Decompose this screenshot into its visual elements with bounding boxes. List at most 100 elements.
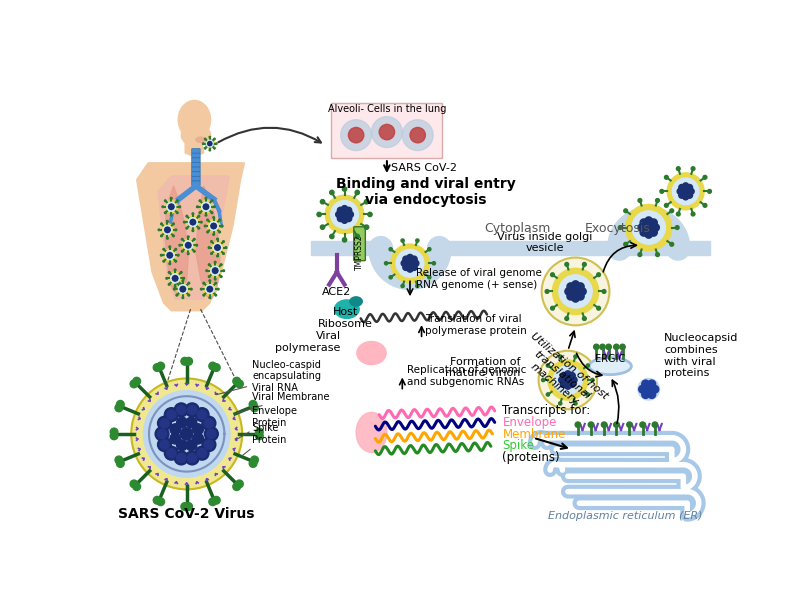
Circle shape (198, 227, 200, 229)
Text: Exocytosis: Exocytosis (585, 222, 651, 235)
Circle shape (411, 256, 417, 262)
Circle shape (174, 277, 176, 280)
Circle shape (558, 377, 565, 383)
Circle shape (640, 422, 646, 427)
Circle shape (175, 260, 177, 262)
Circle shape (235, 480, 243, 488)
Circle shape (130, 380, 138, 388)
Circle shape (559, 275, 592, 308)
Circle shape (233, 377, 241, 385)
Circle shape (110, 428, 118, 436)
Text: TMPRSS2: TMPRSS2 (354, 235, 364, 270)
Circle shape (186, 215, 188, 217)
Circle shape (213, 268, 215, 271)
Circle shape (182, 250, 183, 252)
Circle shape (250, 460, 257, 467)
Circle shape (569, 381, 575, 388)
Circle shape (406, 260, 414, 267)
Circle shape (210, 288, 213, 290)
Circle shape (572, 295, 579, 302)
Circle shape (166, 231, 169, 233)
Circle shape (198, 215, 200, 217)
Circle shape (209, 265, 222, 277)
Circle shape (166, 229, 169, 231)
Circle shape (560, 381, 567, 388)
Circle shape (115, 404, 122, 412)
Circle shape (194, 221, 196, 223)
Circle shape (320, 225, 325, 229)
Circle shape (196, 244, 198, 246)
Circle shape (614, 344, 619, 350)
Circle shape (198, 449, 206, 458)
Circle shape (172, 207, 174, 209)
Circle shape (565, 383, 571, 389)
Circle shape (204, 440, 214, 449)
Circle shape (218, 247, 220, 248)
Circle shape (215, 268, 218, 271)
Circle shape (183, 221, 185, 223)
Circle shape (346, 207, 352, 214)
Circle shape (197, 206, 198, 208)
Circle shape (546, 393, 550, 396)
Circle shape (165, 229, 166, 231)
Circle shape (177, 440, 187, 451)
Circle shape (181, 289, 182, 292)
Circle shape (220, 264, 222, 265)
Circle shape (676, 212, 680, 216)
Circle shape (180, 272, 182, 273)
Circle shape (564, 376, 571, 383)
Circle shape (167, 202, 176, 211)
Circle shape (640, 219, 647, 226)
Circle shape (168, 227, 170, 230)
Circle shape (157, 362, 165, 370)
Circle shape (214, 268, 216, 270)
Circle shape (691, 212, 695, 216)
Circle shape (199, 200, 201, 202)
Circle shape (177, 405, 186, 415)
FancyBboxPatch shape (192, 163, 200, 167)
Circle shape (210, 241, 212, 242)
Polygon shape (196, 186, 220, 299)
Text: Envelope: Envelope (502, 416, 557, 429)
Circle shape (133, 483, 141, 490)
FancyBboxPatch shape (354, 227, 366, 260)
Circle shape (205, 206, 207, 208)
Circle shape (638, 253, 642, 257)
Circle shape (208, 264, 210, 265)
Text: Alveoli- Cells in the lung: Alveoli- Cells in the lung (328, 104, 446, 114)
Circle shape (130, 480, 138, 488)
Circle shape (215, 295, 217, 296)
Circle shape (665, 175, 668, 179)
Circle shape (217, 255, 218, 257)
Circle shape (169, 205, 171, 206)
Circle shape (166, 238, 168, 239)
Circle shape (219, 231, 221, 233)
Circle shape (207, 231, 209, 233)
Circle shape (396, 250, 424, 277)
Circle shape (186, 216, 199, 229)
Circle shape (682, 183, 689, 189)
Circle shape (168, 272, 170, 273)
Circle shape (163, 248, 165, 250)
Circle shape (161, 223, 162, 224)
Circle shape (205, 214, 206, 216)
Circle shape (201, 221, 202, 223)
Circle shape (218, 245, 220, 247)
Circle shape (186, 243, 188, 245)
Circle shape (402, 120, 433, 151)
Circle shape (188, 295, 190, 296)
Circle shape (210, 266, 220, 275)
Circle shape (166, 410, 176, 419)
Circle shape (166, 278, 167, 279)
Circle shape (364, 225, 369, 229)
Circle shape (169, 254, 171, 256)
Circle shape (214, 278, 216, 280)
Circle shape (250, 456, 258, 464)
Circle shape (163, 226, 172, 234)
Circle shape (205, 204, 207, 206)
Circle shape (215, 248, 217, 250)
Circle shape (213, 217, 214, 218)
Circle shape (642, 380, 650, 388)
Circle shape (192, 220, 194, 221)
Circle shape (624, 242, 627, 246)
